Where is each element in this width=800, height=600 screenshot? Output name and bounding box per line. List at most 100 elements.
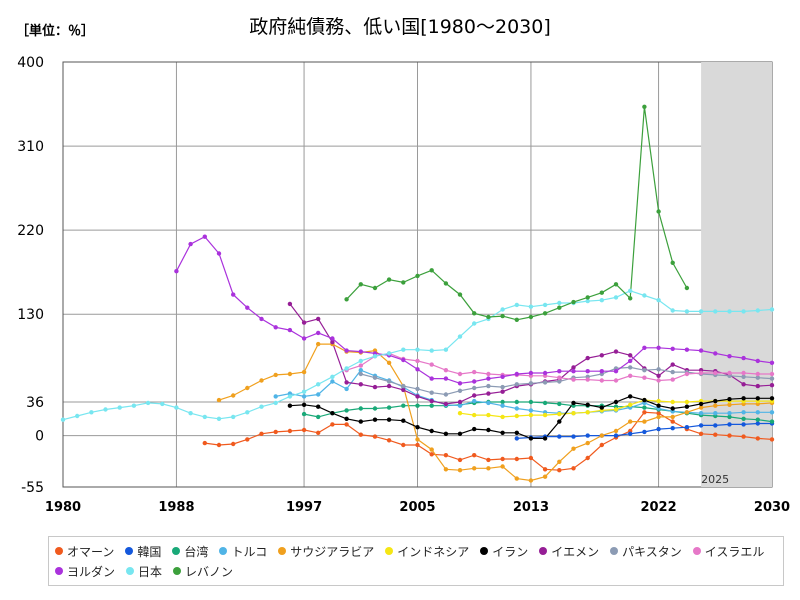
legend-marker-icon (278, 547, 287, 555)
data-point (486, 400, 491, 406)
data-point (344, 422, 349, 427)
data-point (670, 426, 675, 431)
data-point (386, 405, 392, 410)
data-point (585, 377, 590, 382)
data-point (713, 423, 718, 428)
data-point (741, 434, 746, 439)
data-point (514, 399, 519, 405)
data-point (202, 234, 207, 239)
data-point (287, 327, 293, 333)
data-point (415, 358, 420, 364)
data-point (500, 464, 505, 469)
data-point (557, 375, 562, 380)
data-point (628, 353, 633, 358)
y-tick-label: 0 (35, 429, 44, 445)
legend-marker-icon (55, 547, 63, 555)
data-point (571, 411, 576, 416)
data-point (386, 438, 392, 443)
data-point (542, 370, 548, 376)
data-point (642, 345, 647, 350)
data-point (429, 447, 434, 452)
x-tick-label: 2030 (754, 500, 790, 515)
data-point (557, 305, 562, 310)
legend-label: 台湾 (184, 544, 209, 559)
data-point (301, 402, 307, 407)
data-point (571, 365, 576, 370)
data-point (316, 414, 321, 420)
data-point (642, 429, 647, 435)
data-point (727, 370, 732, 376)
data-point (316, 341, 321, 347)
legend-marker-icon (692, 547, 701, 555)
data-point (301, 427, 307, 433)
data-point (514, 302, 519, 308)
data-point (755, 436, 760, 441)
data-point (670, 419, 675, 424)
data-point (542, 467, 548, 472)
legend-marker-icon (125, 547, 134, 555)
data-point (386, 383, 392, 389)
series-line-10 (175, 235, 773, 384)
data-point (401, 347, 406, 352)
data-point (429, 428, 434, 434)
legend-label: レバノン (185, 564, 234, 579)
data-point (358, 432, 363, 437)
data-point (599, 378, 604, 383)
data-point (684, 285, 690, 291)
data-point (542, 380, 548, 385)
data-point (358, 282, 363, 287)
data-point (656, 426, 661, 432)
data-point (755, 375, 760, 380)
data-point (613, 378, 619, 383)
data-point (713, 403, 718, 408)
data-point (698, 370, 704, 376)
data-point (401, 280, 406, 285)
data-point (316, 404, 321, 409)
data-point (60, 417, 66, 422)
data-point (486, 391, 491, 396)
data-point (358, 382, 363, 387)
data-point (585, 295, 590, 300)
data-point (613, 349, 619, 354)
data-point (698, 411, 704, 416)
data-point (684, 399, 690, 405)
data-point (316, 330, 321, 336)
data-point (514, 476, 519, 481)
data-point (670, 399, 675, 405)
data-point (585, 402, 590, 407)
data-point (698, 348, 704, 353)
data-point (642, 104, 647, 110)
legend-marker-icon (172, 547, 181, 555)
legend-label: 日本 (138, 564, 163, 579)
data-point (401, 418, 406, 423)
data-point (429, 268, 434, 273)
data-point (188, 411, 193, 416)
data-point (358, 371, 363, 377)
data-point (599, 353, 604, 358)
data-point (160, 401, 165, 407)
data-point (628, 419, 633, 424)
data-point (613, 369, 619, 374)
data-point (287, 371, 293, 377)
legend-item: トルコ (219, 541, 267, 561)
data-point (372, 354, 378, 359)
legend-marker-icon (219, 547, 228, 555)
legend-item: インドネシア (385, 541, 469, 561)
data-point (741, 410, 746, 415)
data-point (656, 378, 661, 383)
data-point (557, 468, 562, 473)
data-point (472, 393, 477, 398)
y-tick-label: 310 (17, 139, 44, 155)
data-point (415, 425, 420, 430)
data-point (571, 377, 576, 382)
data-point (273, 372, 278, 378)
data-point (613, 433, 619, 438)
legend-item: イエメン (539, 541, 599, 561)
series-line-2 (303, 401, 773, 423)
data-point (415, 347, 420, 352)
data-point (585, 440, 590, 446)
y-tick-label: 220 (17, 223, 44, 239)
data-point (755, 358, 760, 364)
data-point (415, 394, 420, 399)
data-point (698, 401, 704, 407)
